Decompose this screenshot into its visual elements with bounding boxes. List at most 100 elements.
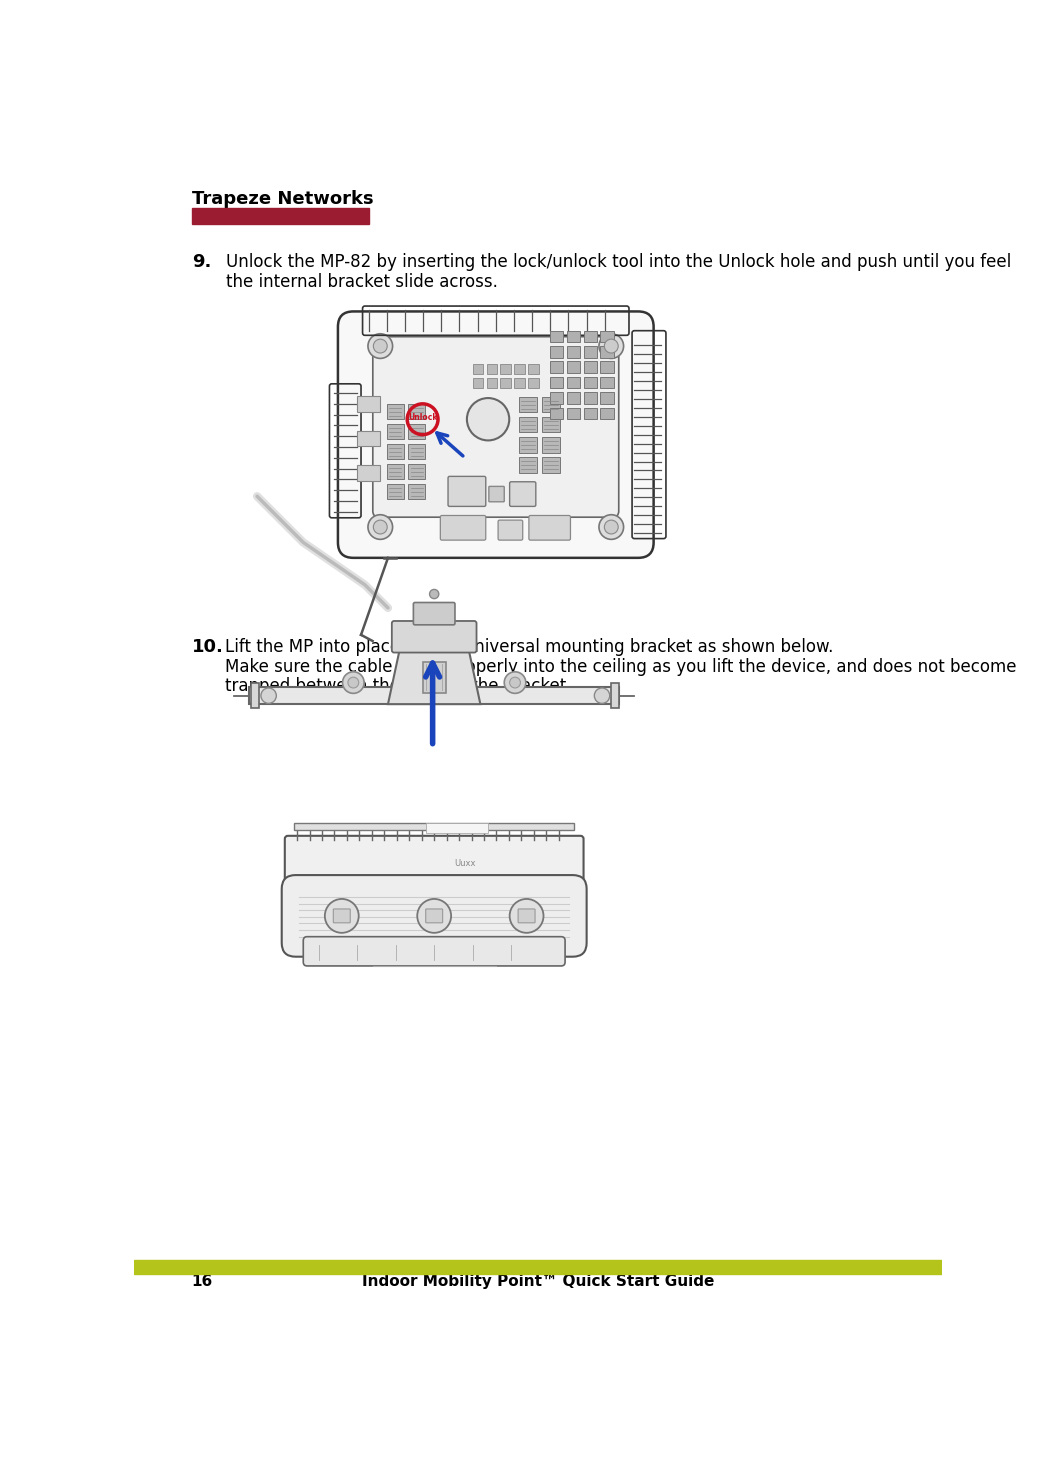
Bar	[550, 377, 563, 388]
Circle shape	[594, 688, 610, 704]
Circle shape	[374, 339, 387, 353]
Bar	[550, 346, 563, 358]
Bar	[601, 377, 613, 388]
Polygon shape	[388, 651, 481, 704]
FancyBboxPatch shape	[518, 909, 536, 922]
FancyBboxPatch shape	[338, 311, 653, 559]
FancyBboxPatch shape	[414, 603, 455, 625]
FancyBboxPatch shape	[281, 875, 587, 957]
Circle shape	[598, 515, 624, 539]
Text: Trapeze Networks: Trapeze Networks	[192, 189, 373, 208]
Bar	[528, 364, 539, 374]
Circle shape	[504, 671, 526, 693]
Circle shape	[417, 899, 452, 932]
Bar	[408, 484, 425, 500]
Bar	[251, 683, 258, 708]
Text: the internal bracket slide across.: the internal bracket slide across.	[227, 273, 498, 290]
Text: Indoor Mobility Point™ Quick Start Guide: Indoor Mobility Point™ Quick Start Guide	[362, 1274, 714, 1289]
Bar	[550, 393, 563, 403]
Bar	[501, 378, 511, 387]
FancyBboxPatch shape	[333, 909, 351, 922]
Bar	[192, 208, 369, 224]
Bar	[472, 378, 483, 387]
Ellipse shape	[467, 399, 509, 440]
FancyBboxPatch shape	[440, 516, 486, 539]
Bar	[408, 465, 425, 479]
Bar	[550, 408, 563, 419]
Bar	[601, 393, 613, 403]
Circle shape	[261, 688, 276, 704]
Bar	[408, 424, 425, 440]
Bar	[519, 437, 538, 453]
Bar	[567, 408, 580, 419]
Text: 10.: 10.	[192, 638, 224, 655]
FancyBboxPatch shape	[498, 520, 523, 539]
Bar	[601, 362, 613, 372]
Text: Lift the MP into place on the universal mounting bracket as shown below.: Lift the MP into place on the universal …	[225, 638, 833, 655]
Bar	[486, 378, 498, 387]
Bar	[514, 364, 525, 374]
Bar	[550, 362, 563, 372]
Bar	[601, 346, 613, 358]
Bar	[386, 444, 403, 459]
Bar	[408, 444, 425, 459]
Circle shape	[598, 334, 624, 358]
Circle shape	[605, 339, 618, 353]
Circle shape	[509, 677, 521, 688]
Bar	[584, 408, 596, 419]
FancyBboxPatch shape	[392, 622, 477, 652]
FancyBboxPatch shape	[285, 836, 584, 891]
Circle shape	[368, 334, 393, 358]
Circle shape	[348, 677, 359, 688]
Bar	[567, 362, 580, 372]
Bar	[584, 362, 596, 372]
Text: 9.: 9.	[192, 254, 211, 271]
Bar	[134, 1261, 943, 1274]
Bar	[519, 418, 538, 432]
Bar	[514, 378, 525, 387]
Bar	[601, 331, 613, 342]
FancyBboxPatch shape	[373, 337, 618, 517]
Bar	[542, 437, 561, 453]
Bar	[584, 377, 596, 388]
Bar	[528, 378, 539, 387]
Bar	[501, 364, 511, 374]
Bar	[567, 331, 580, 342]
FancyBboxPatch shape	[509, 482, 536, 506]
Text: Uuxx: Uuxx	[455, 859, 476, 868]
Text: trapped between the MP and the bracket.: trapped between the MP and the bracket.	[225, 677, 571, 695]
Bar	[357, 431, 380, 446]
Bar	[611, 683, 619, 708]
Bar	[567, 393, 580, 403]
Circle shape	[324, 899, 359, 932]
Bar	[519, 397, 538, 412]
Bar	[542, 457, 561, 472]
Bar	[386, 424, 403, 440]
Circle shape	[368, 515, 393, 539]
FancyBboxPatch shape	[425, 909, 443, 922]
Bar	[426, 824, 488, 833]
FancyBboxPatch shape	[448, 476, 486, 506]
Bar	[357, 465, 380, 481]
Bar	[584, 331, 596, 342]
Bar	[250, 688, 620, 704]
Bar	[519, 457, 538, 472]
FancyBboxPatch shape	[489, 487, 504, 501]
Bar	[386, 405, 403, 419]
Bar	[567, 377, 580, 388]
Bar	[550, 331, 563, 342]
Circle shape	[342, 671, 364, 693]
Bar	[601, 408, 613, 419]
Bar	[357, 396, 380, 412]
Bar	[584, 346, 596, 358]
Bar	[408, 405, 425, 419]
FancyBboxPatch shape	[303, 937, 565, 966]
Circle shape	[374, 520, 387, 534]
Bar	[294, 824, 574, 830]
FancyBboxPatch shape	[529, 516, 570, 539]
Circle shape	[605, 520, 618, 534]
Bar	[386, 484, 403, 500]
Text: Unlock: Unlock	[407, 413, 438, 422]
Circle shape	[429, 589, 439, 598]
Text: 16: 16	[192, 1274, 213, 1289]
